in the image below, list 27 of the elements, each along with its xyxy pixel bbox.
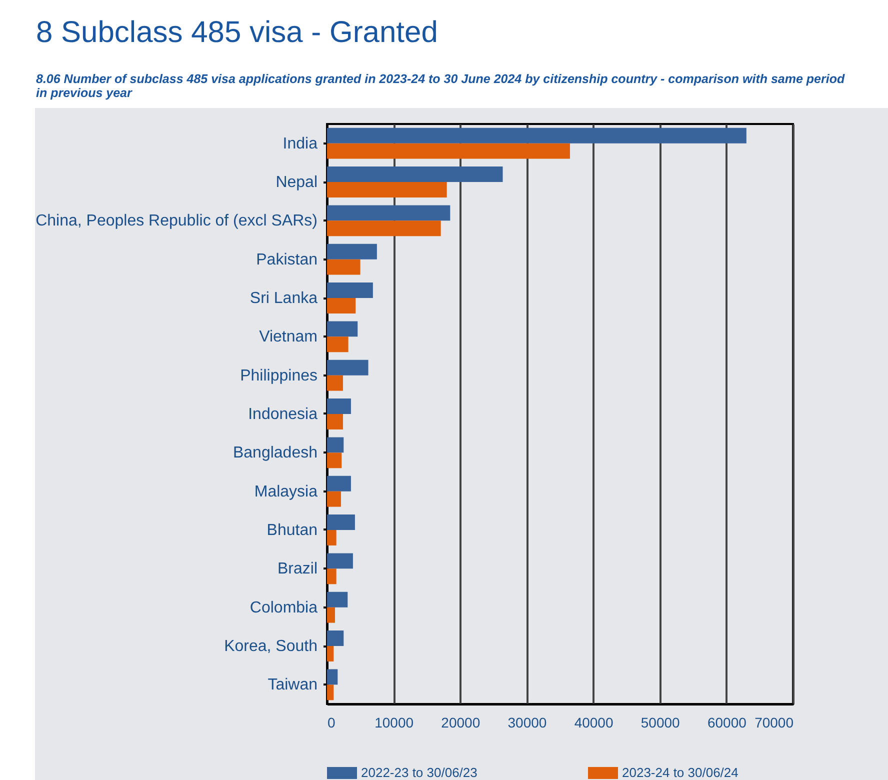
y-tick-label: Colombia [250, 599, 318, 616]
y-tick-label: Vietnam [259, 328, 318, 346]
x-tick-label: 60000 [707, 714, 747, 730]
chart-title: 8 Subclass 485 visa - Granted [36, 16, 439, 50]
x-tick-label: 10000 [374, 714, 414, 730]
legend-label: 2023-24 to 30/06/24 [622, 765, 738, 780]
y-tick-label: Taiwan [268, 676, 318, 694]
x-tick-label: 20000 [441, 714, 480, 730]
x-tick-label: 30000 [508, 714, 547, 730]
chart-subtitle: 8.06 Number of subclass 485 visa applications granted in 2023-24 to 30 June 2024 by citizenship country - comparison with same period in previous year [36, 72, 846, 100]
y-tick-label: Nepal [276, 174, 318, 191]
y-tick-label: Bhutan [266, 522, 318, 539]
y-tick-label: India [282, 135, 318, 152]
y-tick-label: Korea, South [224, 638, 318, 655]
y-tick-label: Pakistan [256, 251, 318, 268]
y-tick-label: Bangladesh [232, 444, 318, 462]
x-tick-label: 0 [328, 714, 336, 730]
x-tick-label: 70000 [754, 714, 794, 730]
y-tick-label: Sri Lanka [250, 290, 318, 307]
y-tick-label: Malaysia [254, 483, 318, 500]
y-tick-label: Indonesia [248, 406, 318, 423]
y-tick-label: China, Peoples Republic of (excl SARs) [36, 212, 318, 230]
y-tick-label: Brazil [277, 560, 318, 578]
legend-label: 2022-23 to 30/06/23 [361, 765, 478, 780]
x-tick-label: 40000 [574, 714, 614, 730]
x-tick-label: 50000 [640, 714, 680, 730]
y-tick-label: Philippines [240, 367, 318, 384]
